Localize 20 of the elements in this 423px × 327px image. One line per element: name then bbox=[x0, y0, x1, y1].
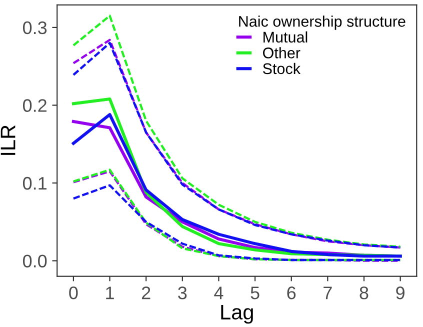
legend-label: Mutual bbox=[264, 31, 308, 43]
x-tick-label: 4 bbox=[214, 286, 224, 300]
x-tick-label: 6 bbox=[287, 286, 296, 300]
y-tick-label: 0.2 bbox=[22, 99, 46, 112]
x-axis-title: Lag bbox=[221, 305, 253, 324]
x-tick-label: 0 bbox=[69, 286, 78, 300]
y-tick-label: 0.0 bbox=[22, 254, 47, 268]
x-tick-label: 3 bbox=[178, 286, 187, 300]
x-tick-label: 2 bbox=[142, 286, 150, 300]
x-tick-label: 1 bbox=[106, 286, 114, 300]
y-axis-title: ILR bbox=[0, 125, 16, 155]
legend-label: Stock bbox=[262, 62, 301, 74]
legend-label: Other bbox=[263, 47, 300, 58]
x-tick-label: 7 bbox=[324, 286, 332, 300]
x-tick-label: 8 bbox=[360, 286, 368, 300]
x-tick-label: 9 bbox=[396, 286, 404, 300]
y-tick-label: 0.1 bbox=[22, 176, 47, 190]
legend-title: Naic ownership structure bbox=[239, 16, 406, 30]
y-tick-label: 0.3 bbox=[22, 21, 47, 34]
x-tick-label: 5 bbox=[250, 286, 260, 300]
